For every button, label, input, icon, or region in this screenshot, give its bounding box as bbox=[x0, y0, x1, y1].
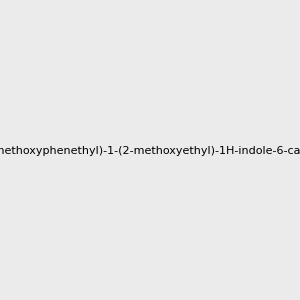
Text: N-(3,4-dimethoxyphenethyl)-1-(2-methoxyethyl)-1H-indole-6-carboxamide: N-(3,4-dimethoxyphenethyl)-1-(2-methoxye… bbox=[0, 146, 300, 157]
